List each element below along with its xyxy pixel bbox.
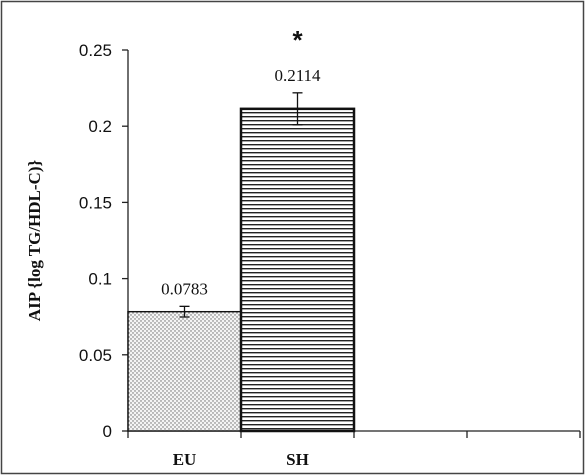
x-tick-label: EU <box>173 450 197 469</box>
data-label: 0.2114 <box>274 66 321 85</box>
y-tick-label: 0 <box>103 422 112 441</box>
x-tick-label: SH <box>286 450 309 469</box>
y-axis-label: AIP {log TG/HDL-C)} <box>25 160 44 322</box>
plot-area: 0 0.05 0.1 0.15 0.2 0.25 EU SH 0.0783 0.2114 * <box>79 25 581 469</box>
y-tick-label: 0.15 <box>79 193 112 212</box>
y-tick-label: 0.25 <box>79 41 112 60</box>
y-tick-label: 0.2 <box>88 117 112 136</box>
bar <box>239 107 356 433</box>
y-tick-label: 0.05 <box>79 346 112 365</box>
significance-marker: * <box>292 25 303 55</box>
bar <box>127 310 242 432</box>
y-tick-label: 0.1 <box>88 270 112 289</box>
data-label: 0.0783 <box>161 279 208 298</box>
